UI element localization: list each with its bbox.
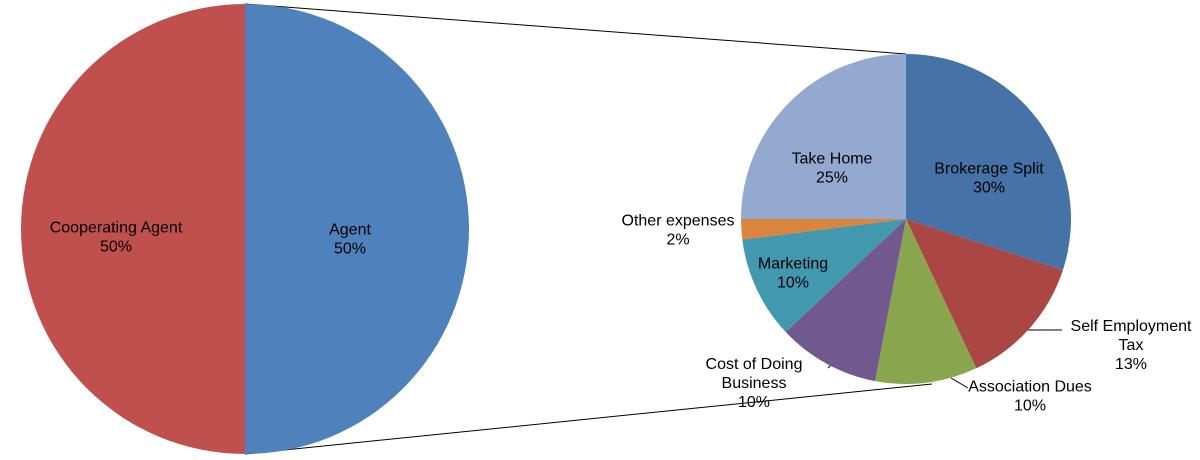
main-label-percent: 50% [334,241,366,258]
sub-slice-brokerage-split [906,54,1071,270]
sub-label-cost-of-doing-business: Cost of Doing Business 10% [706,356,803,411]
sub-label-text-line-1: Other expenses [622,213,735,230]
sub-label-other-expenses: Other expenses 2% [622,213,735,249]
sub-label-take-home: Take Home 25% [792,151,873,187]
sub-slice-marketing [742,219,906,332]
sub-label-text-line-1: Marketing [758,256,828,273]
sub-label-text-line-2: 2% [666,232,689,249]
sub-slice-self-employment-tax [906,219,1063,369]
main-label-name: Agent [329,222,371,239]
main-pie [21,4,469,454]
sub-label-text-line-3: 13% [1115,356,1147,373]
data-labels: Cooperating Agent 50% Agent 50% Brokerage Sp… [50,151,1192,415]
sub-label-text-line-2: Business [722,375,787,392]
sub-label-self-employment-tax: Self Employment Tax 13% [1071,318,1192,373]
sub-slice-association-dues [875,219,977,385]
sub-label-text-line-2: 30% [973,180,1005,197]
sub-label-text-line-1: Brokerage Split [934,161,1044,178]
sub-label-text-line-2: 25% [816,170,848,187]
sub-label-text-line-1: Take Home [792,151,873,168]
main-slice-agent [245,4,469,454]
connector-top [244,3,907,55]
sub-slice-other-expenses [741,219,906,240]
sub-label-text-line-2: Tax [1119,337,1144,354]
sub-label-text-line-1: Cost of Doing [706,356,803,373]
sub-label-association-dues: Association Dues 10% [968,379,1092,415]
leader-association-dues [950,377,969,389]
sub-label-text-line-1: Association Dues [968,379,1092,396]
secondary-pie [741,54,1071,385]
connector-bottom [244,383,933,455]
main-label-name: Cooperating Agent [50,220,183,237]
sub-label-text-line-1: Self Employment [1071,318,1192,335]
sub-slice-cost-of-doing-business [785,219,906,382]
sub-label-text-line-2: 10% [1014,398,1046,415]
sub-label-marketing: Marketing 10% [758,256,828,292]
main-label-percent: 50% [100,239,132,256]
sub-slice-take-home [741,54,906,219]
main-slice-cooperating-agent [21,4,245,454]
main-label-cooperating-agent: Cooperating Agent 50% [50,220,183,256]
main-label-agent: Agent 50% [329,222,371,258]
sub-label-text-line-3: 10% [738,394,770,411]
sub-label-text-line-2: 10% [777,275,809,292]
sub-label-brokerage-split: Brokerage Split 30% [934,161,1044,197]
